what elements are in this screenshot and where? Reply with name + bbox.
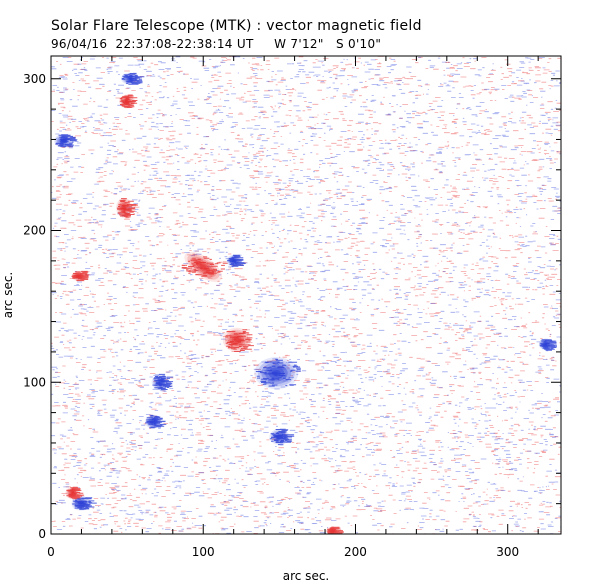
field-region-positive — [71, 270, 89, 282]
field-region-positive — [222, 327, 254, 352]
x-tick-label: 100 — [192, 545, 215, 559]
y-tick-label: 200 — [23, 224, 46, 238]
field-region-negative — [269, 428, 295, 446]
x-axis-label: arc sec. — [283, 569, 329, 583]
y-tick-label: 300 — [23, 72, 46, 86]
y-tick-label: 100 — [23, 375, 46, 389]
field-region-positive — [116, 197, 138, 218]
field-region-positive — [326, 526, 344, 534]
chart-title: Solar Flare Telescope (MTK) : vector mag… — [51, 18, 422, 34]
y-tick-label: 0 — [38, 527, 46, 541]
axis-ticks: 0 100 200 300 0 100 200 300 — [23, 56, 561, 559]
x-tick-label: 300 — [496, 545, 519, 559]
field-region-negative — [151, 373, 174, 391]
field-region-negative — [226, 254, 246, 267]
field-region-negative — [54, 133, 78, 148]
x-tick-label: 0 — [47, 545, 55, 559]
y-axis-label: arc sec. — [1, 272, 15, 318]
field-regions — [54, 72, 557, 534]
field-region-negative — [71, 496, 97, 511]
field-region-positive — [181, 251, 228, 282]
plot-frame — [50, 55, 562, 535]
field-region-positive — [119, 94, 138, 109]
field-region-negative — [538, 338, 557, 351]
x-tick-label: 200 — [344, 545, 367, 559]
positive-noise — [51, 56, 561, 534]
field-region-negative — [145, 414, 167, 429]
field-region-negative — [254, 357, 302, 390]
field-region-negative — [121, 72, 145, 85]
field-region-positive — [65, 486, 85, 500]
negative-noise — [51, 56, 561, 534]
field-noise — [51, 56, 561, 534]
chart-subtitle: 96/04/16 22:37:08-22:38:14 UT W 7'12" S … — [51, 37, 382, 51]
plot-background — [51, 56, 561, 534]
